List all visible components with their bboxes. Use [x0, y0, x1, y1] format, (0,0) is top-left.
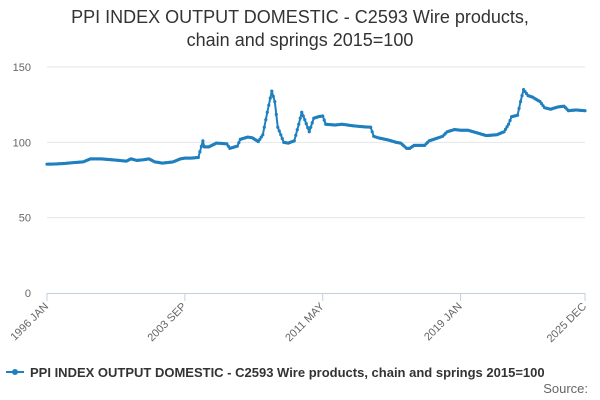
data-point	[304, 122, 308, 126]
data-point	[301, 114, 305, 118]
data-point	[258, 137, 262, 141]
data-point	[280, 136, 284, 141]
chart-title-line-2: chain and springs 2015=100	[186, 30, 414, 50]
data-point	[583, 109, 587, 113]
data-point	[520, 94, 524, 98]
data-point	[198, 150, 202, 154]
data-point	[261, 133, 265, 137]
data-point	[199, 144, 203, 148]
series-line	[46, 88, 586, 166]
data-point	[267, 103, 271, 107]
data-point	[259, 135, 263, 139]
data-point	[276, 125, 280, 129]
chart-title-line-1: PPI INDEX OUTPUT DOMESTIC - C2593 Wire p…	[71, 7, 529, 27]
data-point	[322, 118, 326, 122]
legend-series-marker	[6, 366, 24, 378]
data-point	[262, 125, 266, 129]
data-point	[270, 89, 274, 93]
x-tick-label: 2003 SEP	[145, 301, 189, 345]
data-point	[268, 96, 272, 100]
data-point	[297, 122, 301, 126]
data-point	[226, 144, 230, 148]
data-point	[264, 118, 268, 122]
legend[interactable]: PPI INDEX OUTPUT DOMESTIC - C2593 Wire p…	[6, 363, 545, 381]
data-point	[295, 128, 299, 132]
data-point	[310, 121, 314, 125]
data-point	[265, 110, 269, 114]
data-point	[225, 142, 229, 146]
data-point	[518, 100, 523, 104]
data-point	[515, 113, 520, 117]
data-point	[503, 127, 508, 131]
x-tick-label: 1996 JAN	[8, 301, 51, 344]
data-point	[369, 125, 373, 129]
data-point	[271, 94, 275, 98]
data-point	[506, 122, 511, 126]
data-point	[298, 116, 302, 120]
data-point	[309, 125, 313, 129]
data-point	[277, 129, 281, 133]
x-tick-label: 2019 JAN	[422, 301, 465, 344]
data-point	[370, 130, 374, 134]
data-point	[292, 139, 296, 143]
legend-series-label: PPI INDEX OUTPUT DOMESTIC - C2593 Wire p…	[30, 364, 545, 380]
data-point	[294, 133, 298, 137]
data-point	[237, 141, 241, 145]
data-point	[508, 118, 512, 123]
data-point	[279, 133, 283, 137]
data-point	[235, 144, 239, 148]
y-tick-label: 0	[25, 288, 31, 300]
data-point	[306, 126, 310, 130]
data-point	[300, 110, 304, 114]
data-point	[502, 130, 506, 134]
data-point	[505, 125, 509, 129]
data-point	[307, 130, 311, 134]
y-tick-label: 100	[13, 137, 31, 149]
y-tick-label: 150	[13, 62, 31, 74]
data-point	[201, 139, 205, 143]
data-point	[256, 139, 260, 144]
data-point	[517, 106, 521, 111]
x-tick-label: 2011 MAY	[283, 300, 327, 344]
x-tick-label: 2025 DEC	[545, 301, 589, 345]
source-label: Source:	[543, 381, 588, 396]
data-point	[196, 155, 200, 159]
data-point	[321, 114, 325, 118]
data-point	[273, 100, 277, 104]
data-point	[303, 118, 307, 122]
chart-title: PPI INDEX OUTPUT DOMESTIC - C2593 Wire p…	[0, 6, 600, 52]
y-tick-label: 50	[19, 213, 31, 225]
data-point	[274, 112, 278, 117]
